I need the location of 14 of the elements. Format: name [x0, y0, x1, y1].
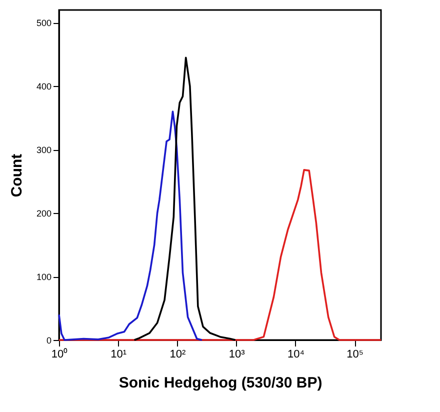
y-tick-label: 100	[36, 272, 52, 282]
x-tick-label: 10⁴	[287, 348, 305, 360]
y-tick-label: 500	[36, 18, 52, 28]
x-axis-title: Sonic Hedgehog (530/30 BP)	[118, 374, 322, 392]
x-tick-label: 10¹	[110, 348, 127, 360]
x-tick-label: 10³	[228, 348, 246, 360]
y-tick-label: 400	[36, 82, 52, 92]
x-tick-label: 10²	[170, 348, 186, 360]
x-tick-label: 10⁵	[346, 348, 364, 360]
x-tick-label: 10⁰	[51, 348, 68, 360]
y-tick-label: 0	[46, 336, 52, 346]
y-tick-label: 200	[36, 208, 52, 219]
y-tick-label: 300	[36, 145, 52, 156]
y-axis-title: Count	[8, 154, 26, 198]
